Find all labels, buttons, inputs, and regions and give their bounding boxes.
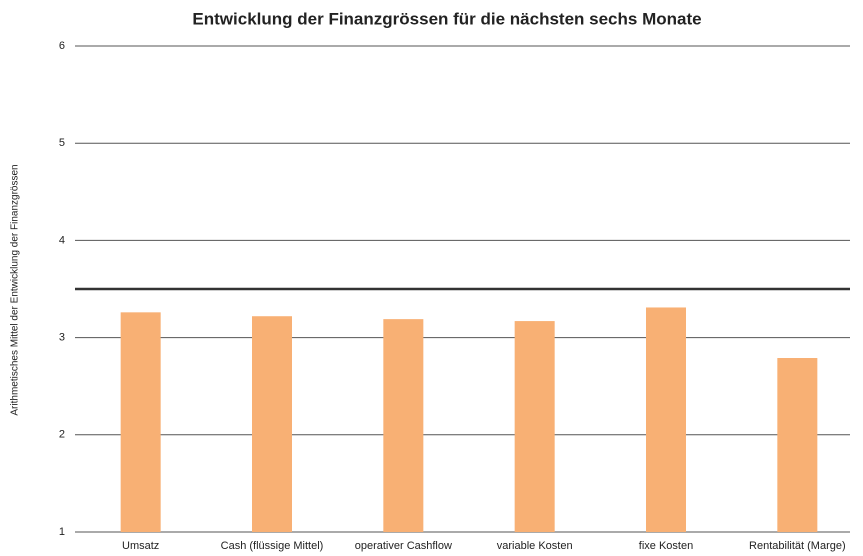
x-tick-label: fixe Kosten [639,540,693,552]
x-tick-label: Rentabilität (Marge) [749,540,846,552]
y-tick-label: 5 [59,137,65,149]
y-axis-label: Arithmetisches Mittel der Entwicklung de… [10,164,21,415]
y-tick-label: 2 [59,429,65,441]
y-tick-label: 6 [59,40,65,52]
y-tick-label: 4 [59,234,65,246]
chart-title: Entwicklung der Finanzgrössen für die nä… [192,9,701,28]
bar [252,316,292,532]
bar [383,319,424,532]
x-tick-label: variable Kosten [497,540,573,552]
x-tick-label: Cash (flüssige Mittel) [221,540,324,552]
bar [777,358,818,532]
x-tick-label: operativer Cashflow [355,540,452,552]
y-tick-label: 1 [59,526,65,538]
bar [646,307,686,532]
x-tick-label: Umsatz [122,540,159,552]
bar [514,321,555,532]
y-tick-label: 3 [59,332,65,344]
bar [120,312,161,532]
